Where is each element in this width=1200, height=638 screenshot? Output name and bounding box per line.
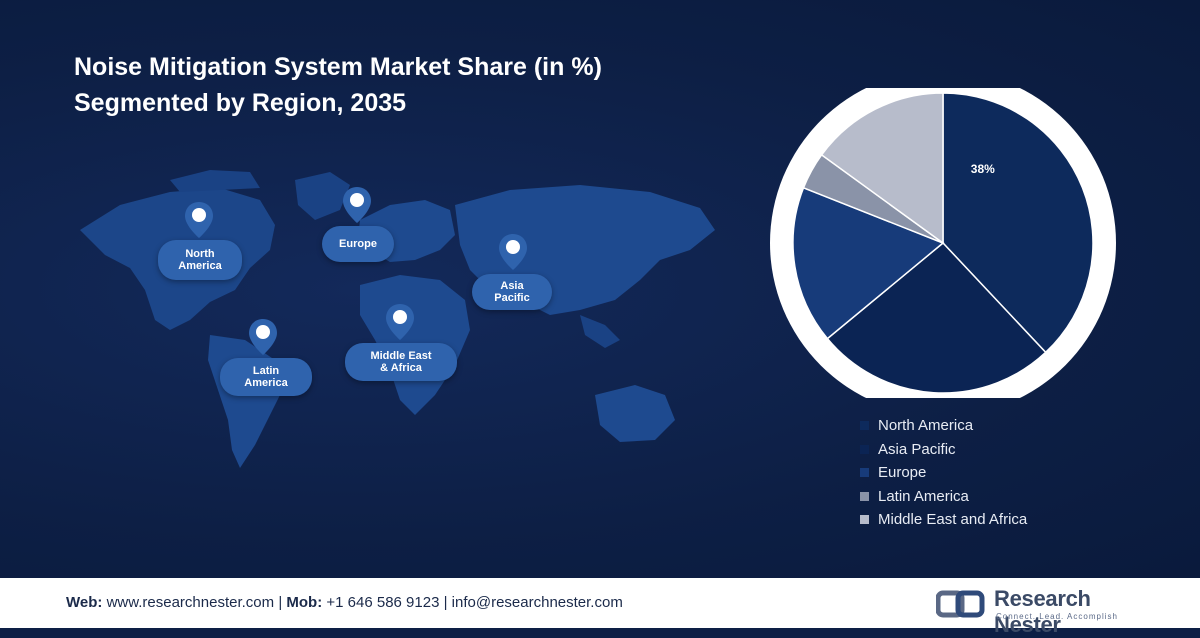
legend-item: Europe — [860, 461, 1027, 485]
legend-label: Latin America — [878, 487, 969, 505]
footer-separator: | — [443, 594, 448, 611]
asia-pacific-label-line2: Pacific — [494, 292, 530, 304]
footer-contact: Web: www.researchnester.com | Mob: +1 64… — [66, 594, 623, 611]
middle-east-africa-label-line1: Middle East — [370, 350, 432, 362]
pie-slice-middle-east-and-africa — [820, 92, 944, 245]
legend-item: North America — [860, 414, 1027, 438]
logo-mark-icon — [936, 590, 985, 618]
legend-item: Asia Pacific — [860, 438, 1027, 462]
latin-america-label-line2: America — [244, 377, 288, 389]
north-america-pin-icon — [185, 202, 213, 238]
phone-number[interactable]: +1 646 586 9123 — [326, 594, 440, 611]
legend-label: Europe — [878, 464, 927, 482]
europe-label-text: Europe — [339, 238, 377, 250]
europe-label: Europe — [322, 226, 394, 262]
web-link[interactable]: www.researchnester.com — [106, 594, 275, 611]
legend-label: Middle East and Africa — [878, 511, 1028, 529]
middle-east-africa-label: Middle East & Africa — [345, 343, 457, 381]
legend-label: Asia Pacific — [878, 440, 956, 458]
company-logo: Research Nester Connect. Lead. Accomplis… — [936, 586, 1156, 637]
europe-pin-icon — [343, 187, 371, 223]
middle-east-africa-label-line2: & Africa — [380, 362, 422, 374]
world-map: North America Europe Asia Pacific Latin … — [60, 150, 740, 480]
legend-item: Latin America — [860, 485, 1027, 509]
latin-america-label-line1: Latin — [252, 365, 280, 377]
north-america-label-line1: North — [185, 248, 215, 260]
legend-swatch — [860, 444, 869, 454]
north-america-label-line2: America — [178, 260, 222, 272]
legend-swatch — [860, 515, 869, 525]
footer-separator: | — [278, 594, 283, 611]
asia-pacific-pin-icon — [499, 234, 527, 270]
pie-chart-svg: 38% — [770, 70, 1116, 416]
legend-item: Middle East and Africa — [860, 508, 1027, 532]
asia-pacific-label-line1: Asia — [500, 280, 524, 292]
pie-slice-asia-pacific — [826, 241, 1047, 394]
asia-pacific-label: Asia Pacific — [472, 274, 552, 310]
latin-america-pin-icon — [249, 319, 277, 355]
legend-swatch — [860, 491, 869, 501]
legend-label: North America — [878, 417, 974, 435]
footer: Web: www.researchnester.com | Mob: +1 64… — [0, 578, 1200, 637]
legend-swatch — [860, 421, 869, 431]
chart-title-line2: Segmented by Region, 2035 — [74, 89, 407, 117]
email-link[interactable]: info@researchnester.com — [451, 594, 623, 611]
pie-data-label: 38% — [971, 162, 995, 176]
north-america-label: North America — [158, 240, 242, 280]
middle-east-africa-pin-icon — [386, 304, 414, 340]
logo-tagline: Connect. Lead. Accomplish — [996, 612, 1118, 621]
legend-swatch — [860, 468, 869, 478]
latin-america-label: Latin America — [220, 358, 312, 396]
pie-slice-europe — [792, 186, 945, 340]
web-label: Web: — [66, 594, 103, 611]
mob-label: Mob: — [286, 594, 323, 611]
chart-title-line1: Noise Mitigation System Market Share (in… — [74, 53, 602, 81]
pie-chart: 38% — [760, 70, 1126, 416]
chart-legend: North America Asia Pacific Europe Latin … — [860, 414, 1027, 532]
main-panel: Noise Mitigation System Market Share (in… — [0, 0, 1200, 578]
pie-slice-north-america — [942, 92, 1094, 354]
